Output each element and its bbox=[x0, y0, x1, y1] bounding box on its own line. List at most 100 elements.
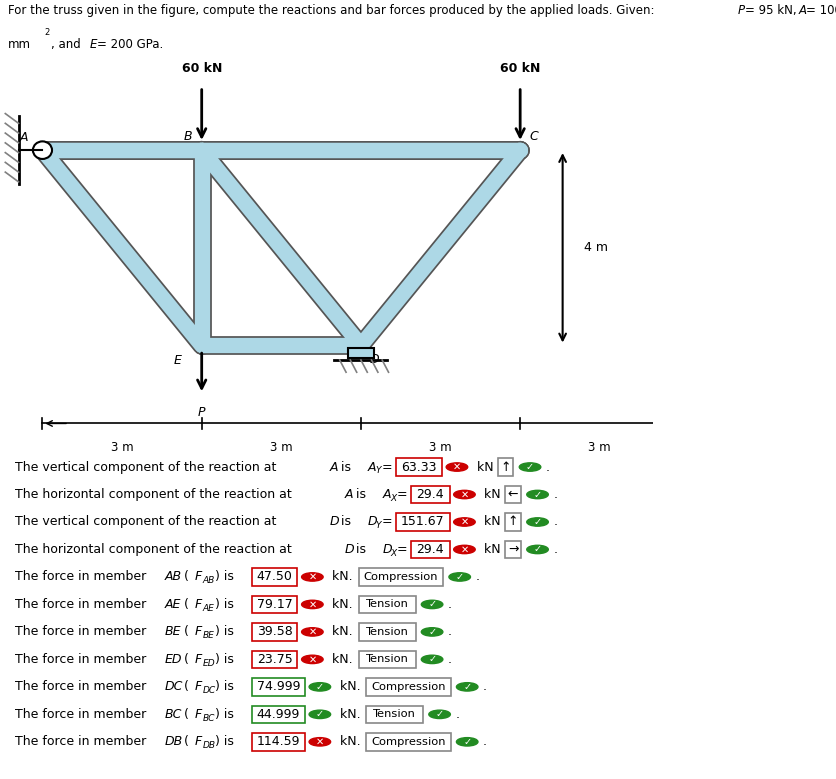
Text: .: . bbox=[455, 708, 459, 721]
Text: C: C bbox=[528, 130, 538, 143]
FancyBboxPatch shape bbox=[359, 650, 415, 668]
Text: ✓: ✓ bbox=[427, 599, 436, 609]
Text: ✕: ✕ bbox=[315, 737, 324, 747]
Text: ↑: ↑ bbox=[500, 460, 510, 474]
Text: ✓: ✓ bbox=[533, 545, 541, 555]
Circle shape bbox=[308, 682, 330, 691]
Text: Y: Y bbox=[375, 467, 380, 475]
Text: 79.17: 79.17 bbox=[257, 598, 292, 611]
Text: ) is: ) is bbox=[215, 626, 237, 639]
FancyBboxPatch shape bbox=[505, 486, 520, 503]
Text: Y: Y bbox=[375, 521, 380, 530]
Text: The force in member: The force in member bbox=[15, 680, 150, 693]
Text: P: P bbox=[737, 4, 744, 17]
Text: ) is: ) is bbox=[215, 570, 237, 583]
FancyBboxPatch shape bbox=[252, 650, 297, 668]
Text: AB: AB bbox=[202, 576, 215, 585]
Text: 3 m: 3 m bbox=[429, 441, 451, 453]
Circle shape bbox=[446, 463, 467, 471]
Text: 44.999: 44.999 bbox=[257, 708, 299, 721]
Text: (: ( bbox=[180, 735, 189, 749]
Text: kN: kN bbox=[472, 460, 492, 474]
Text: , and: , and bbox=[51, 37, 85, 51]
Text: DC: DC bbox=[165, 680, 183, 693]
FancyBboxPatch shape bbox=[252, 679, 304, 696]
Text: AB: AB bbox=[165, 570, 182, 583]
Text: F: F bbox=[195, 570, 202, 583]
Circle shape bbox=[453, 518, 475, 526]
Circle shape bbox=[453, 490, 475, 499]
Text: D: D bbox=[329, 516, 339, 528]
Text: X: X bbox=[390, 494, 395, 503]
Text: BE: BE bbox=[165, 626, 181, 639]
Text: kN.: kN. bbox=[328, 598, 352, 611]
Circle shape bbox=[301, 573, 323, 581]
Circle shape bbox=[453, 545, 475, 554]
Text: The force in member: The force in member bbox=[15, 708, 150, 721]
Text: A: A bbox=[344, 488, 353, 501]
Text: ✕: ✕ bbox=[308, 654, 316, 664]
Text: ↑: ↑ bbox=[507, 516, 517, 528]
Text: 23.75: 23.75 bbox=[257, 653, 292, 666]
FancyBboxPatch shape bbox=[359, 596, 415, 613]
Text: F: F bbox=[195, 653, 202, 666]
Circle shape bbox=[448, 573, 470, 581]
Circle shape bbox=[308, 710, 330, 718]
Text: The horizontal component of the reaction at: The horizontal component of the reaction… bbox=[15, 543, 295, 556]
Text: =: = bbox=[396, 543, 411, 556]
Text: Compression: Compression bbox=[371, 682, 446, 692]
Text: (: ( bbox=[180, 570, 189, 583]
Text: F: F bbox=[195, 626, 202, 639]
Text: ✓: ✓ bbox=[533, 517, 541, 527]
Text: (: ( bbox=[180, 680, 189, 693]
Circle shape bbox=[456, 682, 477, 691]
Text: DC: DC bbox=[202, 686, 216, 695]
Text: ✓: ✓ bbox=[435, 710, 443, 719]
Text: A: A bbox=[382, 488, 390, 501]
Text: Tension: Tension bbox=[365, 599, 408, 609]
Text: is: is bbox=[337, 516, 355, 528]
Circle shape bbox=[518, 463, 540, 471]
FancyBboxPatch shape bbox=[359, 623, 415, 640]
Circle shape bbox=[421, 601, 442, 608]
Text: .: . bbox=[482, 735, 487, 749]
Text: (: ( bbox=[180, 598, 189, 611]
Text: ✓: ✓ bbox=[427, 654, 436, 664]
Text: Tension: Tension bbox=[365, 654, 408, 664]
Text: 63.33: 63.33 bbox=[401, 460, 436, 474]
FancyBboxPatch shape bbox=[366, 733, 450, 750]
Text: kN.: kN. bbox=[335, 680, 359, 693]
Circle shape bbox=[33, 141, 52, 159]
Text: ✓: ✓ bbox=[427, 627, 436, 637]
Text: ) is: ) is bbox=[215, 708, 237, 721]
Circle shape bbox=[456, 738, 477, 746]
Text: D: D bbox=[367, 516, 377, 528]
Text: ✕: ✕ bbox=[460, 517, 468, 527]
Circle shape bbox=[421, 628, 442, 636]
Text: kN.: kN. bbox=[328, 653, 352, 666]
Text: (: ( bbox=[180, 708, 189, 721]
Text: Tension: Tension bbox=[365, 627, 408, 637]
Text: =: = bbox=[381, 516, 396, 528]
Text: ✓: ✓ bbox=[455, 572, 463, 582]
Text: The vertical component of the reaction at: The vertical component of the reaction a… bbox=[15, 460, 280, 474]
Text: 3 m: 3 m bbox=[270, 441, 293, 453]
Text: ✓: ✓ bbox=[462, 682, 471, 692]
Text: The vertical component of the reaction at: The vertical component of the reaction a… bbox=[15, 516, 280, 528]
Text: 151.67: 151.67 bbox=[400, 516, 444, 528]
Text: The force in member: The force in member bbox=[15, 653, 150, 666]
Text: .: . bbox=[553, 516, 557, 528]
Text: ✕: ✕ bbox=[308, 572, 316, 582]
Text: F: F bbox=[195, 598, 202, 611]
Text: (: ( bbox=[180, 626, 189, 639]
FancyBboxPatch shape bbox=[410, 486, 449, 503]
Circle shape bbox=[526, 490, 548, 499]
Text: F: F bbox=[195, 735, 202, 749]
FancyBboxPatch shape bbox=[366, 679, 450, 696]
FancyBboxPatch shape bbox=[505, 513, 520, 530]
Text: .: . bbox=[482, 680, 487, 693]
Text: is: is bbox=[352, 488, 370, 501]
Text: .: . bbox=[447, 626, 451, 639]
Text: F: F bbox=[195, 680, 202, 693]
Text: = 200 GPa.: = 200 GPa. bbox=[97, 37, 163, 51]
